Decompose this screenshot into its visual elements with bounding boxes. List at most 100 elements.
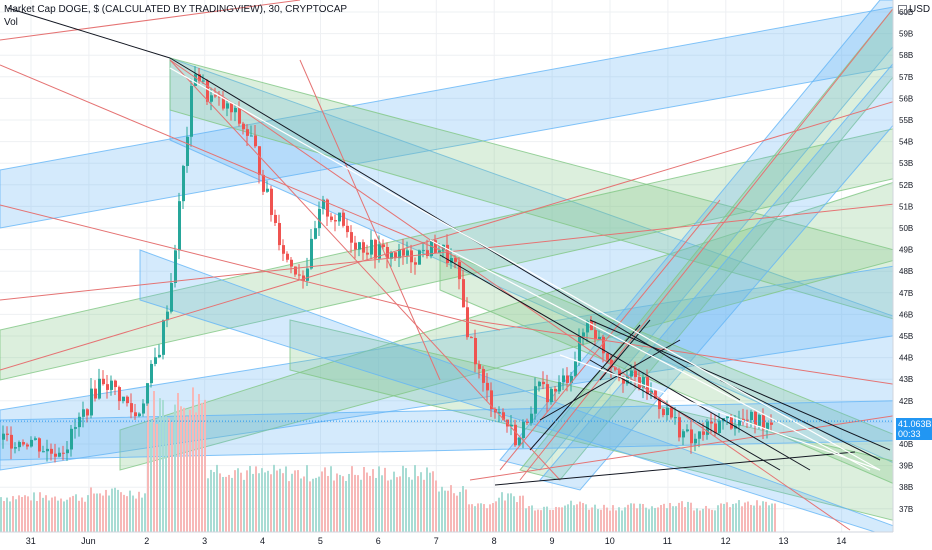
trend-line-black[interactable] bbox=[7, 7, 171, 59]
volume-bar bbox=[618, 507, 620, 532]
trend-line[interactable] bbox=[0, 0, 301, 41]
volume-bar bbox=[276, 470, 278, 532]
volume-bar bbox=[609, 510, 611, 532]
candle-body bbox=[574, 361, 577, 377]
candle-body bbox=[674, 417, 677, 419]
trend-line[interactable] bbox=[169, 59, 561, 481]
median-line[interactable] bbox=[169, 67, 881, 471]
volume-bar bbox=[654, 507, 656, 532]
candle-body bbox=[406, 250, 409, 256]
candle-body bbox=[142, 403, 145, 414]
trend-line-black[interactable] bbox=[539, 339, 681, 421]
candle-body bbox=[390, 252, 393, 259]
x-tick-label: 12 bbox=[721, 536, 731, 546]
x-tick-label: 5 bbox=[318, 536, 323, 546]
volume-bar bbox=[372, 469, 374, 532]
volume-bar bbox=[285, 466, 287, 532]
candle-body bbox=[578, 336, 581, 362]
trend-line[interactable] bbox=[469, 409, 932, 481]
trend-line[interactable] bbox=[469, 319, 932, 391]
y-tick-label: 38B bbox=[899, 483, 913, 492]
volume-bar bbox=[672, 506, 674, 532]
drawing-band[interactable] bbox=[119, 169, 932, 471]
candle-body bbox=[478, 364, 481, 369]
trend-line-black[interactable] bbox=[719, 379, 881, 461]
volume-bar bbox=[603, 504, 605, 532]
candle-body bbox=[294, 266, 297, 275]
candle-body bbox=[758, 414, 761, 426]
median-line[interactable] bbox=[429, 239, 871, 471]
volume-bar bbox=[63, 501, 65, 532]
currency-selector[interactable]: USD bbox=[898, 4, 930, 15]
volume-bar bbox=[558, 507, 560, 532]
drawing-band[interactable] bbox=[169, 57, 932, 331]
candle-body bbox=[394, 252, 397, 259]
volume-bar bbox=[117, 489, 119, 532]
volume-bar bbox=[513, 496, 515, 532]
candle-body bbox=[254, 135, 257, 147]
drawing-band[interactable] bbox=[0, 0, 932, 229]
volume-bar bbox=[21, 497, 23, 532]
candle-body bbox=[82, 409, 85, 417]
volume-bar bbox=[138, 491, 140, 532]
candle-body bbox=[174, 250, 177, 283]
drawing-band[interactable] bbox=[289, 319, 932, 531]
trend-line[interactable] bbox=[299, 59, 441, 381]
volume-bar bbox=[141, 497, 143, 532]
volume-bar bbox=[99, 493, 101, 532]
trend-line-black[interactable] bbox=[439, 254, 811, 471]
trend-line[interactable] bbox=[0, 199, 932, 301]
volume-bar bbox=[36, 500, 38, 532]
candle-body bbox=[122, 396, 125, 402]
candle-body bbox=[438, 250, 441, 254]
volume-bar bbox=[690, 502, 692, 532]
candle-body bbox=[258, 146, 261, 175]
volume-bar bbox=[264, 472, 266, 532]
volume-bar bbox=[546, 506, 548, 532]
volume-bar bbox=[273, 464, 275, 532]
volume-bar bbox=[123, 494, 125, 532]
volume-bar bbox=[486, 508, 488, 532]
time-axis-bg[interactable] bbox=[0, 532, 893, 550]
candle-body bbox=[286, 253, 289, 260]
trend-line[interactable] bbox=[0, 204, 501, 331]
candle-body bbox=[94, 388, 97, 399]
candle-body bbox=[462, 279, 465, 308]
trend-line[interactable] bbox=[169, 59, 851, 531]
volume-bar bbox=[753, 505, 755, 532]
candle-body bbox=[270, 188, 273, 215]
x-tick-label: 4 bbox=[260, 536, 265, 546]
trend-line-black[interactable] bbox=[589, 359, 781, 471]
volume-bar bbox=[318, 476, 320, 532]
x-tick-label: 14 bbox=[836, 536, 846, 546]
checkbox-icon[interactable] bbox=[898, 5, 907, 14]
drawing-band[interactable] bbox=[519, 0, 932, 481]
candle-body bbox=[186, 136, 189, 166]
volume-bar bbox=[219, 473, 221, 532]
drawing-band[interactable] bbox=[169, 57, 932, 481]
candle-body bbox=[346, 225, 349, 233]
volume-bar bbox=[24, 495, 26, 532]
volume-bar bbox=[201, 402, 203, 532]
drawing-band[interactable] bbox=[539, 18, 932, 491]
trend-line[interactable] bbox=[0, 89, 932, 371]
volume-bar bbox=[447, 490, 449, 532]
candle-body bbox=[194, 74, 197, 87]
price-axis-bg[interactable] bbox=[893, 0, 932, 550]
volume-bar bbox=[363, 467, 365, 532]
trend-line[interactable] bbox=[499, 199, 721, 471]
trend-line[interactable] bbox=[0, 64, 441, 251]
volume-bar bbox=[531, 505, 533, 532]
trend-line-black[interactable] bbox=[589, 319, 891, 451]
volume-bar bbox=[381, 475, 383, 532]
trend-line-black[interactable] bbox=[529, 324, 641, 451]
trend-line-black[interactable] bbox=[599, 319, 651, 381]
volume-bar bbox=[549, 509, 551, 532]
candle-body bbox=[374, 239, 377, 259]
trend-line[interactable] bbox=[519, 0, 901, 481]
trend-line-black[interactable] bbox=[494, 451, 856, 486]
volume-bar bbox=[177, 393, 179, 532]
median-line[interactable] bbox=[559, 354, 881, 471]
